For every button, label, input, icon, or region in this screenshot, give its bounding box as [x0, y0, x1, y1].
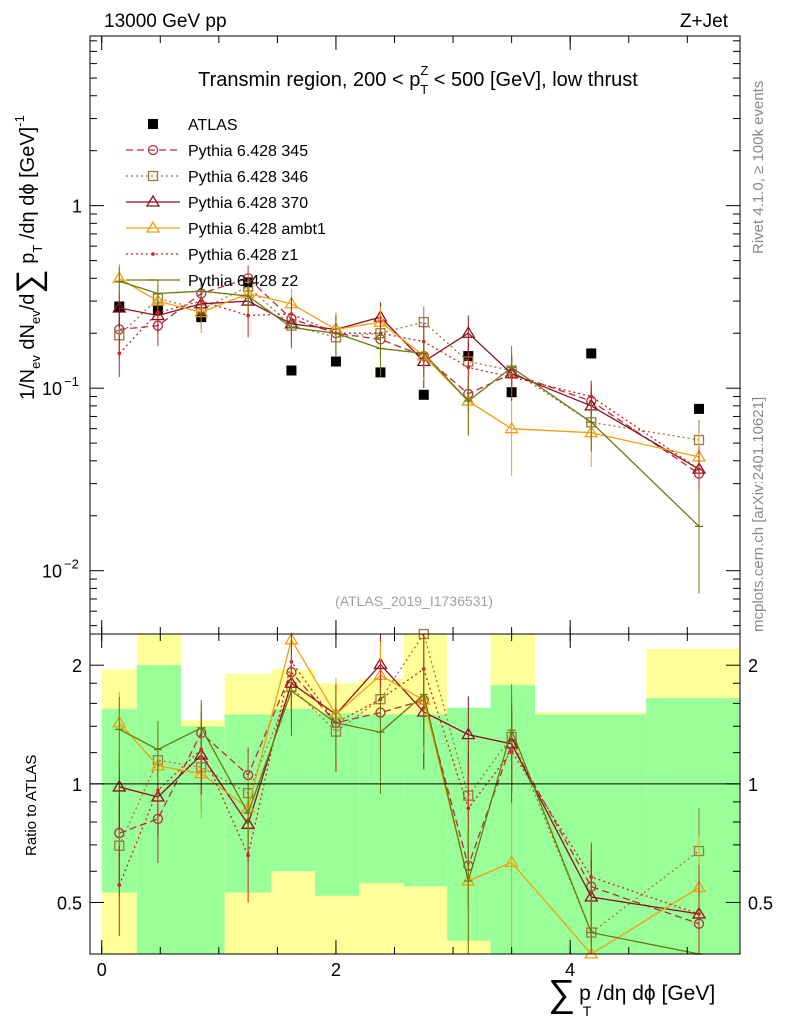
y-tick-label: 10: [42, 379, 62, 399]
ratio-tick-label: 0.5: [57, 893, 82, 913]
ratio-point-pythia-6-428-ambt1: [504, 855, 519, 868]
band-inner: [271, 708, 315, 872]
ratio-y-axis-label: Ratio to ATLAS: [23, 755, 40, 856]
series-line-pythia-6-428-z1: [118, 300, 700, 470]
data-point-pythia-6-428-z1: [246, 313, 250, 318]
x-tick-label: 0: [97, 960, 107, 980]
data-point-atlas: [586, 348, 597, 359]
legend-label-pythia-6-428-ambt1: Pythia 6.428 ambt1: [188, 221, 326, 238]
band-inner: [535, 714, 647, 954]
mcplots-label: mcplots.cern.ch [arXiv:2401.10621]: [750, 397, 767, 632]
ratio-point-pythia-6-428-z1: [466, 806, 471, 811]
ratio-point-pythia-6-428-z1: [117, 883, 122, 887]
band-inner: [490, 685, 536, 954]
legend-marker-pythia-6-428-370: [145, 194, 161, 207]
ratio-line-pythia-6-428-ambt1: [118, 638, 700, 955]
ratio-point-pythia-6-428-z1: [156, 788, 160, 793]
ratio-point-pythia-6-428-z1: [589, 875, 594, 879]
band-inner: [646, 698, 740, 954]
data-point-pythia-6-428-ambt1: [504, 421, 519, 434]
y-tick-label: 1: [72, 197, 82, 217]
ratio-point-pythia-6-428-ambt1: [584, 946, 599, 959]
legend-label-pythia-6-428-370: Pythia 6.428 370: [188, 195, 308, 212]
ratio-line-pythia-6-428-346: [118, 632, 700, 934]
ratio-line-pythia-6-428-z2: [118, 689, 700, 955]
header-right: Z+Jet: [680, 11, 729, 32]
series-line-pythia-6-428-z2: [119, 280, 700, 527]
legend: ATLAS Pythia 6.428 345 Pythia 6.428 346 Pyt…: [126, 117, 326, 290]
ratio-point-pythia-6-428-370: [112, 779, 127, 792]
ratio-tick-label: 1: [748, 775, 758, 795]
data-point-atlas: [330, 356, 341, 367]
band-inner: [136, 665, 182, 954]
ratio-plot: 0 2 4 0.5 0.5 1 1 2 2: [57, 628, 773, 980]
ratio-plot-frame: [89, 633, 741, 955]
legend-label-pythia-6-428-346: Pythia 6.428 346: [188, 169, 308, 186]
rivet-label: Rivet 4.1.0, ≥ 100k events: [750, 81, 767, 254]
main-plot: 110−110−2: [42, 35, 741, 635]
header-left: 13000 GeV pp: [104, 11, 227, 32]
legend-label-pythia-6-428-z2: Pythia 6.428 z2: [188, 273, 298, 290]
x-axis-label: ∑ p T /dη dϕ [GeV]: [548, 973, 715, 1019]
series-line-pythia-6-428-370: [119, 300, 700, 470]
series-line-pythia-6-428-345: [119, 277, 700, 475]
series-line-pythia-6-428-ambt1: [118, 277, 700, 458]
ratio-point-pythia-6-428-z1: [697, 912, 701, 916]
legend-marker-pythia-6-428-z1: [151, 252, 155, 256]
legend-marker-atlas: [148, 119, 158, 129]
ratio-tick-label: 0.5: [748, 893, 773, 913]
ratio-point-pythia-6-428-370: [461, 727, 476, 740]
legend-label-pythia-6-428-z1: Pythia 6.428 z1: [188, 247, 298, 264]
ratio-tick-label: 2: [72, 656, 82, 676]
analysis-tag: (ATLAS_2019_I1736531): [335, 593, 493, 609]
x-tick-label: 2: [331, 960, 341, 980]
legend-marker-pythia-6-428-ambt1: [145, 220, 161, 233]
data-point-atlas: [694, 403, 705, 414]
band-inner: [314, 713, 360, 896]
ratio-line-pythia-6-428-370: [119, 663, 700, 915]
data-point-pythia-6-428-z1: [697, 467, 701, 471]
legend-label-pythia-6-428-345: Pythia 6.428 345: [188, 143, 308, 160]
ratio-line-pythia-6-428-345: [119, 670, 700, 925]
data-point-pythia-6-428-z1: [117, 351, 122, 356]
y-tick-exponent: −1: [64, 374, 79, 389]
ratio-tick-label: 2: [748, 656, 758, 676]
y-axis-label: 1/Nev dNev/d∑ pT /dη dϕ [GeV]-1: [10, 115, 48, 400]
series-line-pythia-6-428-346: [118, 285, 700, 441]
data-point-atlas: [286, 365, 297, 376]
band-inner: [359, 714, 404, 884]
ratio-tick-label: 1: [72, 775, 82, 795]
x-tick-label: 4: [565, 960, 575, 980]
band-inner: [403, 714, 448, 887]
data-point-atlas: [418, 389, 429, 400]
data-point-pythia-6-428-z1: [466, 365, 471, 370]
legend-label-atlas: ATLAS: [188, 117, 238, 134]
data-point-pythia-6-428-370: [112, 300, 127, 313]
data-point-pythia-6-428-z1: [589, 394, 594, 399]
chart-title: Transmin region, 200 < pZ T < 500 [GeV], …: [198, 63, 638, 97]
data-point-pythia-6-428-z1: [156, 310, 160, 315]
legend-marker-pythia-6-428-345: [147, 144, 159, 156]
ratio-point-pythia-6-428-z1: [246, 853, 250, 858]
y-tick-label: 10: [42, 562, 62, 582]
band-inner: [181, 726, 225, 954]
legend-marker-pythia-6-428-346: [147, 170, 159, 182]
y-tick-exponent: −2: [64, 557, 79, 572]
data-point-pythia-6-428-370: [461, 325, 476, 338]
